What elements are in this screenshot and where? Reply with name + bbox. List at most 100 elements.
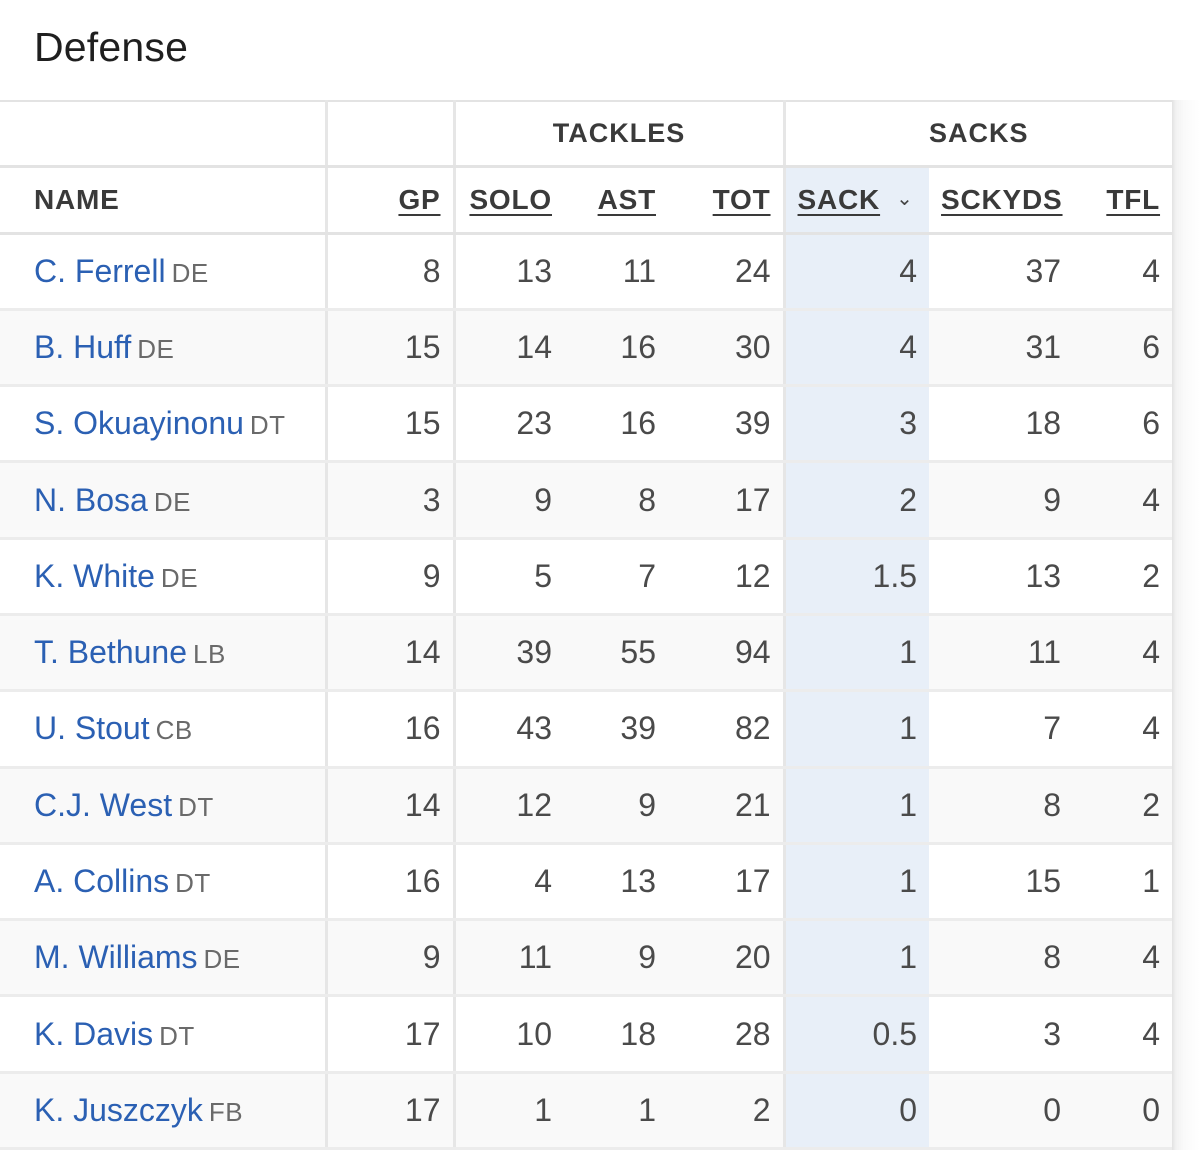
stat-cell-sckyds: 11 — [929, 614, 1074, 693]
player-position: DT — [249, 410, 286, 441]
player-name-link[interactable]: C. Ferrell — [34, 252, 166, 289]
player-name-link[interactable]: M. Williams — [34, 939, 198, 976]
column-header-name: NAME — [0, 166, 328, 235]
player-name-link[interactable]: K. Juszczyk — [34, 1091, 203, 1128]
column-header-gp[interactable]: GP — [326, 166, 456, 235]
table-row: M. Williams DE 9 11 9 20 1 8 4 — [0, 919, 1173, 998]
table-row: S. Okuayinonu DT 15 23 16 39 3 18 6 — [0, 385, 1173, 464]
player-name-link[interactable]: U. Stout — [34, 710, 150, 747]
stat-cell-solo: 11 — [454, 919, 564, 998]
table-row: K. White DE 9 5 7 12 1.5 13 2 — [0, 538, 1173, 616]
group-header-sacks: SACKS — [784, 100, 1173, 168]
player-name-cell: K. Juszczyk FB — [0, 1072, 328, 1150]
player-position: DT — [159, 1020, 195, 1051]
stat-cell-tot: 30 — [668, 309, 786, 388]
column-header-tot-label[interactable]: TOT — [712, 183, 771, 215]
player-name-link[interactable]: C.J. West — [34, 786, 173, 823]
stat-cell-solo: 14 — [454, 309, 564, 388]
stat-cell-sckyds: 7 — [929, 690, 1074, 769]
table-row: C.J. West DT 14 12 9 21 1 8 2 — [0, 767, 1173, 845]
player-name-link[interactable]: N. Bosa — [34, 481, 148, 518]
player-name-cell: M. Williams DE — [0, 919, 328, 998]
stat-cell-gp: 17 — [326, 1072, 456, 1150]
player-name-link[interactable]: T. Bethune — [34, 634, 187, 671]
column-header-ast-label[interactable]: AST — [597, 183, 656, 215]
stat-cell-sack: 2 — [784, 461, 930, 540]
player-name-link[interactable]: B. Huff — [34, 328, 132, 365]
stat-cell-sckyds: 31 — [929, 309, 1074, 388]
stat-cell-gp: 15 — [326, 309, 456, 388]
column-header-gp-label[interactable]: GP — [398, 183, 441, 215]
stat-cell-tfl: 4 — [1073, 614, 1173, 693]
stat-cell-gp: 15 — [326, 385, 456, 464]
stat-cell-gp: 14 — [326, 614, 456, 693]
stat-cell-gp: 9 — [326, 538, 456, 616]
stat-cell-tfl: 6 — [1073, 385, 1173, 464]
stat-cell-tfl: 4 — [1073, 461, 1173, 540]
column-header-tot[interactable]: TOT — [668, 166, 786, 235]
stat-cell-sack: 0 — [784, 1072, 930, 1150]
stat-cell-tfl: 1 — [1073, 843, 1173, 922]
stat-cell-solo: 1 — [454, 1072, 564, 1150]
stat-cell-solo: 23 — [454, 385, 564, 464]
player-position: CB — [155, 715, 193, 746]
player-position: DE — [160, 562, 199, 593]
player-name-cell: N. Bosa DE — [0, 461, 328, 540]
stat-cell-sckyds: 0 — [929, 1072, 1074, 1150]
stat-cell-sack: 4 — [784, 309, 930, 388]
player-name-link[interactable]: K. White — [34, 557, 155, 594]
column-header-sack-label[interactable]: SACK — [797, 183, 881, 215]
stat-cell-tot: 39 — [668, 385, 786, 464]
player-name-cell: S. Okuayinonu DT — [0, 385, 328, 464]
stat-cell-tot: 17 — [668, 461, 786, 540]
player-name-cell: C.J. West DT — [0, 767, 328, 845]
stat-cell-ast: 9 — [564, 919, 668, 998]
chevron-down-icon[interactable]: ⌄ — [896, 187, 914, 210]
player-position: DE — [203, 944, 241, 975]
stat-cell-sckyds: 15 — [929, 843, 1074, 922]
column-header-tfl-label[interactable]: TFL — [1106, 183, 1161, 215]
player-name-link[interactable]: K. Davis — [34, 1015, 154, 1052]
stat-cell-sckyds: 3 — [929, 995, 1074, 1074]
stat-cell-ast: 8 — [564, 461, 668, 540]
stat-cell-tot: 12 — [668, 538, 786, 616]
table-row: C. Ferrell DE 8 13 11 24 4 37 4 — [0, 233, 1173, 311]
stat-cell-solo: 10 — [454, 995, 564, 1074]
stat-cell-ast: 18 — [564, 995, 668, 1074]
stat-cell-ast: 16 — [564, 309, 668, 388]
stat-cell-sckyds: 8 — [929, 919, 1074, 998]
stat-cell-solo: 39 — [454, 614, 564, 693]
stat-cell-ast: 1 — [564, 1072, 668, 1150]
column-header-sckyds-label[interactable]: SCKYDS — [941, 183, 1063, 215]
defense-stats-table: TACKLES SACKS NAME GP SOLO AST TOT SACK ⌄… — [0, 100, 1173, 1150]
stat-cell-ast: 16 — [564, 385, 668, 464]
stat-cell-gp: 14 — [326, 767, 456, 845]
stats-table-body: C. Ferrell DE 8 13 11 24 4 37 4 B. Huff DE 15 14 16 30… — [0, 233, 1173, 1150]
player-position: DE — [153, 486, 191, 517]
stat-cell-solo: 43 — [454, 690, 564, 769]
column-header-tfl[interactable]: TFL — [1073, 166, 1173, 235]
stat-cell-sack: 1 — [784, 843, 930, 922]
stat-cell-ast: 11 — [564, 233, 668, 311]
stat-cell-tfl: 4 — [1073, 919, 1173, 998]
stat-cell-sack: 4 — [784, 233, 930, 311]
stat-cell-solo: 12 — [454, 767, 564, 845]
stat-cell-tfl: 0 — [1073, 1072, 1173, 1150]
stat-cell-tot: 82 — [668, 690, 786, 769]
player-position: DT — [175, 868, 211, 899]
column-header-sckyds[interactable]: SCKYDS — [929, 166, 1074, 235]
group-header-empty-gp — [326, 100, 456, 168]
player-name-cell: K. White DE — [0, 538, 328, 616]
player-name-link[interactable]: S. Okuayinonu — [34, 405, 244, 442]
column-header-sack[interactable]: SACK ⌄ — [784, 166, 930, 235]
table-row: T. Bethune LB 14 39 55 94 1 11 4 — [0, 614, 1173, 693]
column-header-solo-label[interactable]: SOLO — [469, 183, 552, 215]
column-header-ast[interactable]: AST — [564, 166, 668, 235]
player-name-cell: A. Collins DT — [0, 843, 328, 922]
table-row: B. Huff DE 15 14 16 30 4 31 6 — [0, 309, 1173, 388]
stat-cell-tot: 17 — [668, 843, 786, 922]
player-name-link[interactable]: A. Collins — [34, 863, 170, 900]
stat-cell-sack: 1 — [784, 767, 930, 845]
column-header-solo[interactable]: SOLO — [454, 166, 564, 235]
